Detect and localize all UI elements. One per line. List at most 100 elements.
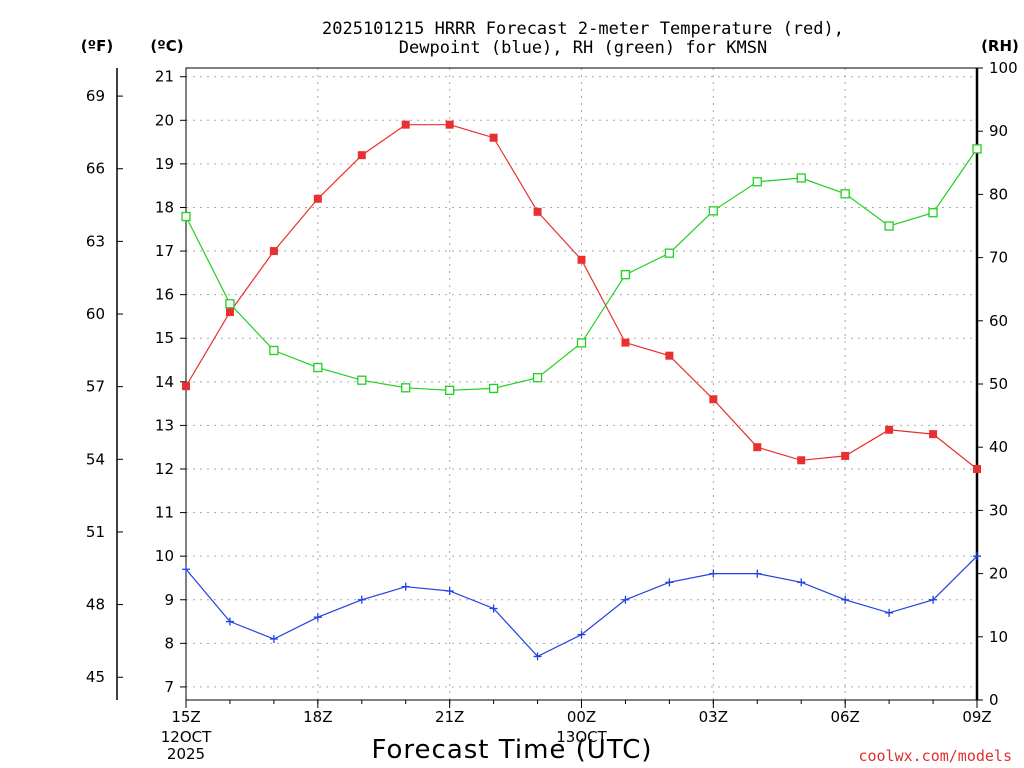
rh-tick-label: 40 [989,438,1008,456]
temperature-point [621,338,630,347]
dewpoint-point [885,608,894,617]
celsius-tick-label: 11 [155,504,174,522]
temperature-point [797,456,806,465]
chart-title-line-1: 2025101215 HRRR Forecast 2-meter Tempera… [322,19,844,39]
temperature-point [885,425,894,434]
dewpoint-point [489,604,498,613]
temperature-point [533,207,542,216]
series-layer [181,120,982,661]
credit-label: coolwx.com/models [858,747,1012,765]
x-tick-label: 03Z [699,708,728,726]
x-tick-label: 09Z [962,708,991,726]
celsius-tick-label: 18 [155,198,174,216]
x-tick-sublabel: 12OCT [161,728,212,746]
rh-point [181,211,191,222]
dewpoint-point [313,613,322,622]
dewpoint-point [269,634,278,643]
dewpoint-point [929,595,938,604]
celsius-tick-label: 12 [155,460,174,478]
celsius-axis-label: (ºC) [150,37,183,55]
fahrenheit-tick-label: 63 [86,232,105,250]
fahrenheit-tick-label: 66 [86,160,105,178]
temperature-point [929,430,938,439]
rh-tick-label: 90 [989,122,1008,140]
rh-point [269,345,279,356]
celsius-tick-label: 16 [155,286,174,304]
dewpoint-point [841,595,850,604]
fahrenheit-tick-label: 57 [86,378,105,396]
fahrenheit-tick-label: 69 [86,87,105,105]
fahrenheit-tick-label: 54 [86,450,105,468]
dewpoint-point [665,578,674,587]
rh-tick-label: 70 [989,249,1008,267]
rh-tick-label: 10 [989,628,1008,646]
chart-title-line-2: Dewpoint (blue), RH (green) for KMSN [399,38,767,58]
dewpoint-point [401,582,410,591]
x-tick-sublabel: 13OCT [556,728,607,746]
rh-point [752,177,762,187]
celsius-tick-label: 9 [164,591,174,609]
x-tick-label: 06Z [830,708,859,726]
rh-point [884,221,894,231]
celsius-tick-label: 7 [164,678,174,696]
celsius-tick-label: 21 [155,68,174,86]
temperature-point [489,133,498,142]
dewpoint-point [182,565,190,574]
temperature-point [182,382,190,391]
dewpoint-point [357,595,366,604]
celsius-tick-label: 17 [155,242,174,260]
celsius-tick-label: 20 [155,111,174,129]
temperature-point [709,395,718,404]
rh-tick-label: 60 [989,312,1008,330]
rh-tick-label: 0 [989,691,999,709]
rh-point [840,189,850,199]
temperature-point [753,443,762,452]
rh-point [445,385,455,395]
temperature-point [225,308,234,317]
dewpoint-point [621,595,630,604]
rh-axis-label: (RH) [981,37,1019,55]
temperature-point [841,451,850,460]
fahrenheit-tick-label: 48 [86,596,105,614]
x-tick-label: 21Z [435,708,464,726]
x-tick-sublabel: 2025 [167,745,205,763]
fahrenheit-tick-label: 45 [86,668,105,686]
rh-tick-label: 80 [989,185,1008,203]
rh-point [708,206,718,216]
rh-point [532,373,543,383]
grid-lines [186,68,977,700]
temperature-point [313,194,322,203]
celsius-tick-label: 10 [155,547,174,565]
celsius-tick-label: 13 [155,416,174,434]
rh-point [620,270,631,280]
x-tick-label: 00Z [567,708,596,726]
dewpoint-point [225,617,234,626]
dewpoint-point [533,652,542,661]
tick-labels: 7 8 9 10 11 12 13 14 15 16 17 18 19 20 21 45 48 51 54 57 60 6… [86,59,1018,763]
celsius-tick-label: 8 [164,634,174,652]
dewpoint-point [797,578,806,587]
rh-tick-label: 30 [989,501,1008,519]
temperature-point [665,351,674,360]
fahrenheit-tick-label: 60 [86,305,105,323]
rh-line [185,148,978,391]
rh-point [357,375,367,385]
celsius-tick-label: 14 [155,373,174,391]
temperature-point [357,151,366,160]
x-axis-title: Forecast Time (UTC) [371,735,652,765]
rh-tick-label: 20 [989,565,1008,583]
rh-point [225,299,235,309]
x-tick-label: 15Z [171,708,200,726]
rh-point [796,173,806,183]
fahrenheit-axis-label: (ºF) [81,37,113,55]
fahrenheit-tick-label: 51 [86,523,105,541]
dewpoint-point [753,569,762,578]
dewpoint-point [577,630,586,639]
rh-tick-label: 50 [989,375,1008,393]
dewpoint-point [445,587,454,596]
rh-point [401,383,411,393]
x-tick-label: 18Z [303,708,332,726]
temperature-line [185,124,978,470]
rh-point [488,383,499,394]
